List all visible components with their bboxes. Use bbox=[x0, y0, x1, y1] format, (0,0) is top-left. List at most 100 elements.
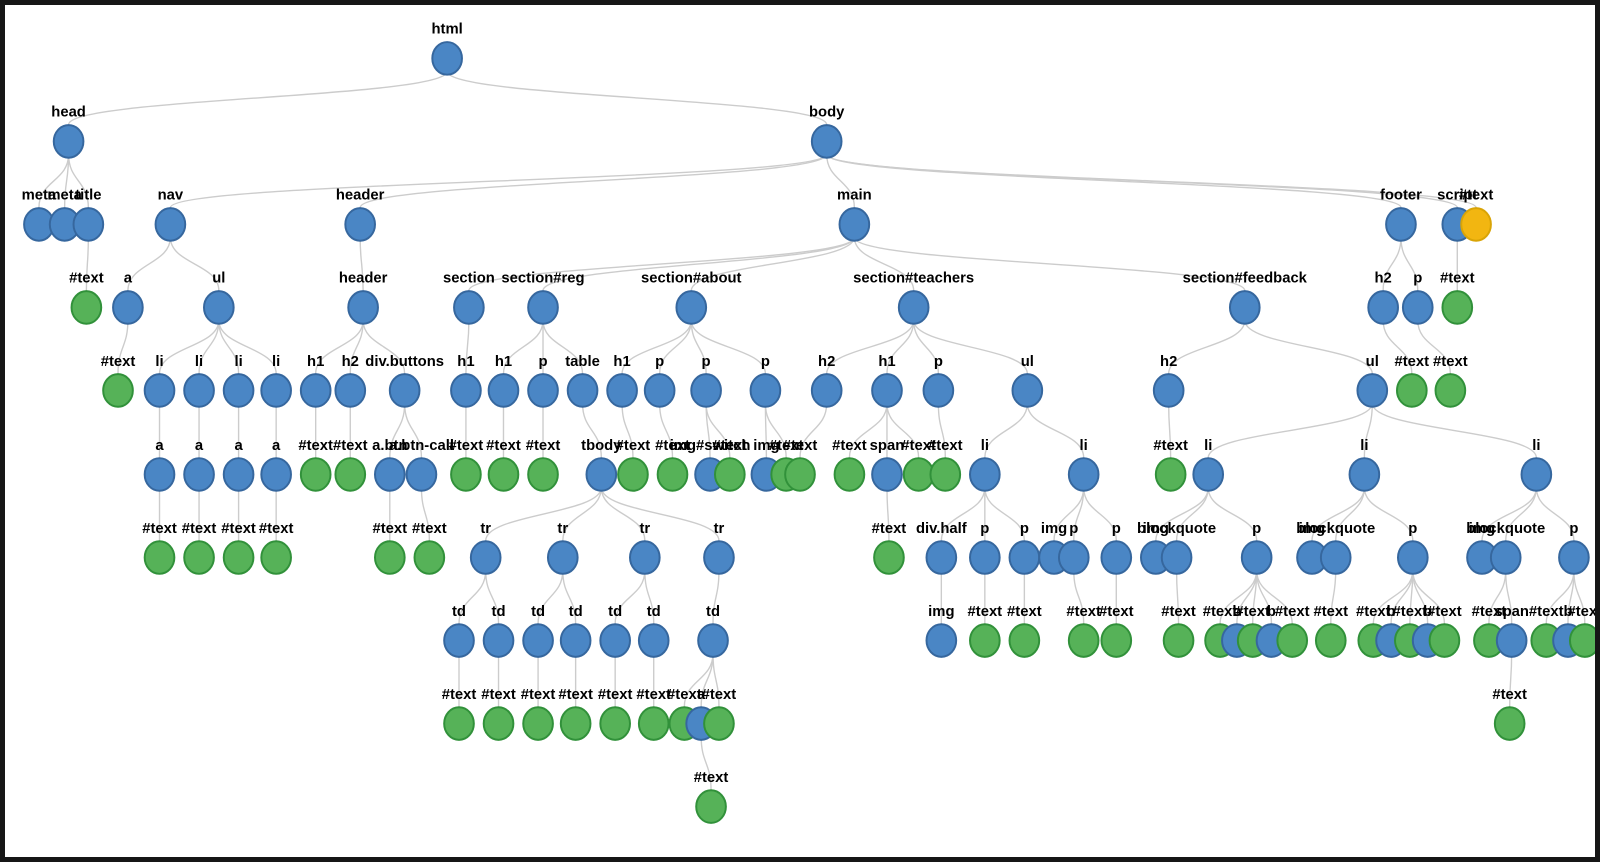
tree-node-h2[interactable] bbox=[1367, 290, 1399, 325]
tree-node-text[interactable] bbox=[70, 290, 103, 325]
tree-node-text[interactable] bbox=[1441, 290, 1474, 325]
tree-node-text[interactable] bbox=[482, 706, 515, 741]
tree-node-p[interactable] bbox=[969, 540, 1001, 575]
tree-node-text[interactable] bbox=[1100, 623, 1133, 658]
tree-node-li[interactable] bbox=[1520, 457, 1553, 492]
tree-node-text[interactable] bbox=[1460, 207, 1492, 242]
tree-node-section-teachers[interactable] bbox=[897, 290, 930, 325]
tree-node-a-btn-call[interactable] bbox=[405, 457, 438, 492]
tree-node-text[interactable] bbox=[1276, 623, 1309, 658]
tree-node-blockquote[interactable] bbox=[1489, 540, 1522, 575]
tree-node-li[interactable] bbox=[969, 457, 1001, 492]
tree-node-a[interactable] bbox=[260, 457, 292, 492]
tree-node-html[interactable] bbox=[431, 41, 463, 76]
tree-node-p[interactable] bbox=[749, 373, 782, 408]
tree-node-text[interactable] bbox=[637, 706, 670, 741]
tree-node-text[interactable] bbox=[969, 623, 1001, 658]
tree-node-text[interactable] bbox=[559, 706, 592, 741]
tree-node-text[interactable] bbox=[522, 706, 554, 741]
tree-node-text[interactable] bbox=[1434, 373, 1467, 408]
tree-node-td[interactable] bbox=[482, 623, 515, 658]
tree-node-text[interactable] bbox=[527, 457, 559, 492]
tree-node-td[interactable] bbox=[443, 623, 475, 658]
tree-node-p[interactable] bbox=[690, 373, 722, 408]
tree-node-td[interactable] bbox=[599, 623, 631, 658]
tree-node-text[interactable] bbox=[1428, 623, 1461, 658]
tree-node-text[interactable] bbox=[450, 457, 482, 492]
tree-node-section-feedback[interactable] bbox=[1228, 290, 1261, 325]
tree-node-text[interactable] bbox=[703, 706, 735, 741]
tree-node-span[interactable] bbox=[871, 457, 903, 492]
tree-node-header[interactable] bbox=[347, 290, 379, 325]
tree-node-text[interactable] bbox=[929, 457, 962, 492]
tree-node-section[interactable] bbox=[453, 290, 485, 325]
tree-node-td[interactable] bbox=[559, 623, 592, 658]
tree-node-text[interactable] bbox=[873, 540, 905, 575]
tree-node-p[interactable] bbox=[1100, 540, 1133, 575]
tree-node-li[interactable] bbox=[1192, 457, 1225, 492]
tree-node-text[interactable] bbox=[1493, 706, 1526, 741]
tree-node-text[interactable] bbox=[1314, 623, 1347, 658]
tree-node-text[interactable] bbox=[599, 706, 631, 741]
tree-node-text[interactable] bbox=[299, 457, 332, 492]
tree-node-li[interactable] bbox=[143, 373, 176, 408]
tree-node-blockquote[interactable] bbox=[1160, 540, 1193, 575]
tree-node-text[interactable] bbox=[714, 457, 746, 492]
tree-node-p[interactable] bbox=[1401, 290, 1434, 325]
tree-node-td[interactable] bbox=[637, 623, 670, 658]
tree-node-h1[interactable] bbox=[606, 373, 638, 408]
tree-node-section-about[interactable] bbox=[675, 290, 708, 325]
tree-node-a[interactable] bbox=[183, 457, 215, 492]
tree-node-text[interactable] bbox=[1568, 623, 1595, 658]
tree-node-ul[interactable] bbox=[203, 290, 235, 325]
tree-node-main[interactable] bbox=[838, 207, 871, 242]
tree-node-text[interactable] bbox=[487, 457, 520, 492]
tree-node-tr[interactable] bbox=[546, 540, 579, 575]
tree-node-p[interactable] bbox=[527, 373, 559, 408]
tree-node-text[interactable] bbox=[1008, 623, 1041, 658]
tree-node-text[interactable] bbox=[260, 540, 292, 575]
tree-node-text[interactable] bbox=[334, 457, 367, 492]
tree-node-tr[interactable] bbox=[469, 540, 502, 575]
tree-node-text[interactable] bbox=[143, 540, 176, 575]
tree-node-text[interactable] bbox=[617, 457, 649, 492]
tree-node-text[interactable] bbox=[1162, 623, 1195, 658]
tree-node-p[interactable] bbox=[922, 373, 955, 408]
tree-node-head[interactable] bbox=[52, 124, 85, 159]
tree-node-p[interactable] bbox=[1008, 540, 1041, 575]
tree-node-img[interactable] bbox=[925, 623, 958, 658]
tree-node-p[interactable] bbox=[1558, 540, 1590, 575]
tree-node-text[interactable] bbox=[374, 540, 406, 575]
tree-node-p[interactable] bbox=[1240, 540, 1273, 575]
tree-node-section-reg[interactable] bbox=[527, 290, 559, 325]
tree-node-li[interactable] bbox=[1067, 457, 1100, 492]
tree-node-a[interactable] bbox=[112, 290, 144, 325]
tree-node-text[interactable] bbox=[443, 706, 475, 741]
tree-node-h1[interactable] bbox=[299, 373, 332, 408]
tree-node-td[interactable] bbox=[697, 623, 729, 658]
tree-node-text[interactable] bbox=[695, 789, 727, 824]
tree-node-h2[interactable] bbox=[1152, 373, 1185, 408]
tree-node-blockquote[interactable] bbox=[1319, 540, 1352, 575]
tree-node-footer[interactable] bbox=[1385, 207, 1417, 242]
tree-node-header[interactable] bbox=[344, 207, 376, 242]
tree-node-li[interactable] bbox=[222, 373, 255, 408]
tree-node-li[interactable] bbox=[183, 373, 215, 408]
tree-node-div-half[interactable] bbox=[925, 540, 958, 575]
tree-node-tr[interactable] bbox=[703, 540, 735, 575]
tree-node-tbody[interactable] bbox=[585, 457, 618, 492]
tree-node-text[interactable] bbox=[784, 457, 816, 492]
tree-node-text[interactable] bbox=[222, 540, 255, 575]
tree-node-text[interactable] bbox=[902, 457, 935, 492]
tree-node-text[interactable] bbox=[656, 457, 689, 492]
tree-node-h1[interactable] bbox=[450, 373, 482, 408]
tree-node-ul[interactable] bbox=[1356, 373, 1389, 408]
tree-node-text[interactable] bbox=[413, 540, 446, 575]
tree-node-text[interactable] bbox=[102, 373, 134, 408]
tree-node-p[interactable] bbox=[1057, 540, 1090, 575]
tree-node-ul[interactable] bbox=[1011, 373, 1044, 408]
tree-node-a[interactable] bbox=[222, 457, 255, 492]
tree-node-span[interactable] bbox=[1495, 623, 1528, 658]
tree-node-p[interactable] bbox=[643, 373, 676, 408]
tree-node-text[interactable] bbox=[183, 540, 215, 575]
